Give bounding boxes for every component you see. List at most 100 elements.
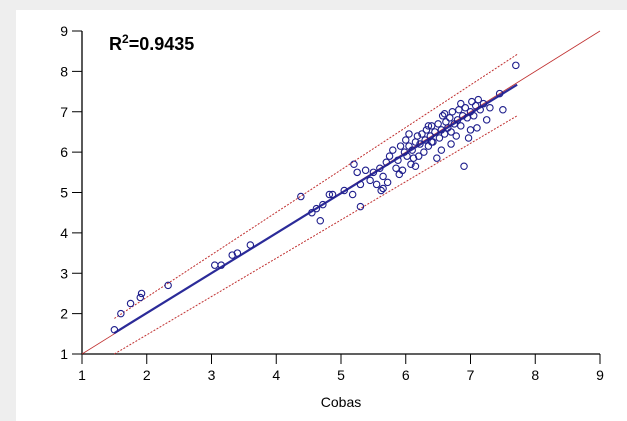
x-tick-label: 1: [78, 367, 86, 383]
y-tick-label: 6: [60, 144, 68, 160]
data-point: [217, 261, 225, 269]
data-point: [411, 162, 420, 171]
y-tick-label: 4: [60, 225, 68, 241]
data-point: [164, 281, 172, 290]
data-point: [433, 154, 441, 162]
upper-confidence-line: [114, 53, 518, 319]
data-point: [418, 130, 426, 138]
data-point: [395, 170, 404, 179]
r2-superscript: 2: [122, 32, 129, 46]
data-point: [421, 136, 429, 144]
data-point: [401, 136, 410, 144]
data-point: [476, 105, 484, 114]
data-point: [466, 126, 475, 134]
y-tick-label: 2: [60, 306, 68, 322]
data-point: [427, 138, 436, 146]
data-point: [379, 184, 387, 193]
data-point: [316, 217, 325, 225]
data-point: [440, 110, 449, 118]
data-point: [455, 105, 463, 114]
data-point: [394, 156, 402, 164]
data-point: [416, 140, 424, 148]
data-point: [438, 112, 447, 120]
data-point: [437, 146, 446, 154]
data-point: [435, 134, 444, 142]
data-point: [385, 152, 394, 160]
data-point: [460, 162, 468, 171]
data-point: [110, 326, 119, 334]
data-point: [408, 146, 416, 154]
y-tick-label: 7: [60, 104, 68, 120]
data-point: [440, 130, 449, 138]
x-tick-label: 3: [208, 367, 216, 383]
data-point: [350, 160, 358, 168]
data-point: [464, 134, 473, 142]
data-point: [458, 112, 467, 120]
data-point: [471, 101, 480, 110]
r2-value: =0.9435: [129, 34, 195, 54]
data-point: [482, 116, 491, 124]
data-point: [382, 158, 391, 166]
data-point: [246, 241, 255, 249]
data-point: [137, 289, 146, 298]
data-point: [457, 122, 465, 130]
data-point: [366, 176, 374, 185]
data-point: [424, 122, 433, 130]
data-point: [403, 152, 411, 160]
data-point: [376, 164, 384, 173]
y-tick-label: 5: [60, 185, 68, 201]
data-point: [495, 89, 504, 98]
data-point: [457, 99, 465, 108]
data-point: [340, 186, 348, 195]
axes: [72, 30, 601, 364]
page-frame-top: [0, 0, 627, 10]
x-tick-label: 9: [596, 367, 604, 383]
x-tick-label: 5: [337, 367, 345, 383]
data-point: [431, 128, 439, 136]
y-tick-label: 8: [60, 63, 68, 79]
data-point: [361, 166, 370, 175]
lower-confidence-line: [114, 115, 518, 355]
data-point: [383, 178, 392, 187]
data-point: [407, 160, 415, 168]
data-point: [447, 128, 455, 136]
x-axis-title: Cobas: [321, 394, 361, 410]
data-point: [448, 108, 457, 116]
data-point: [463, 114, 472, 122]
data-point: [461, 103, 470, 112]
data-point: [396, 142, 405, 150]
data-point: [479, 99, 488, 108]
x-tick-label: 7: [467, 367, 475, 383]
data-point: [499, 105, 507, 114]
data-point: [233, 249, 242, 257]
y-tick-label: 3: [60, 265, 68, 281]
y-tick-label: 9: [60, 23, 68, 39]
data-point: [210, 261, 219, 269]
x-tick-label: 4: [272, 367, 280, 383]
data-point: [422, 126, 431, 134]
data-point: [377, 186, 385, 195]
y-tick-label: 1: [60, 346, 68, 362]
x-tick-label: 6: [402, 367, 410, 383]
r2-symbol: R: [109, 34, 122, 54]
data-point: [328, 190, 337, 199]
data-point: [126, 299, 135, 308]
data-point: [297, 192, 305, 201]
data-point: [308, 208, 316, 217]
data-point: [325, 190, 334, 199]
data-point: [348, 190, 357, 199]
data-point: [474, 95, 483, 104]
data-point: [353, 168, 361, 177]
data-point: [136, 293, 145, 302]
data-point: [356, 180, 365, 189]
data-point: [434, 120, 442, 128]
data-point: [414, 152, 423, 160]
data-point: [389, 146, 397, 154]
data-point: [372, 180, 381, 189]
r2-annotation: R2=0.9435: [109, 32, 194, 54]
data-point: [369, 168, 378, 177]
data-point: [468, 97, 476, 106]
data-point: [473, 124, 481, 132]
x-tick-label: 2: [143, 367, 151, 383]
